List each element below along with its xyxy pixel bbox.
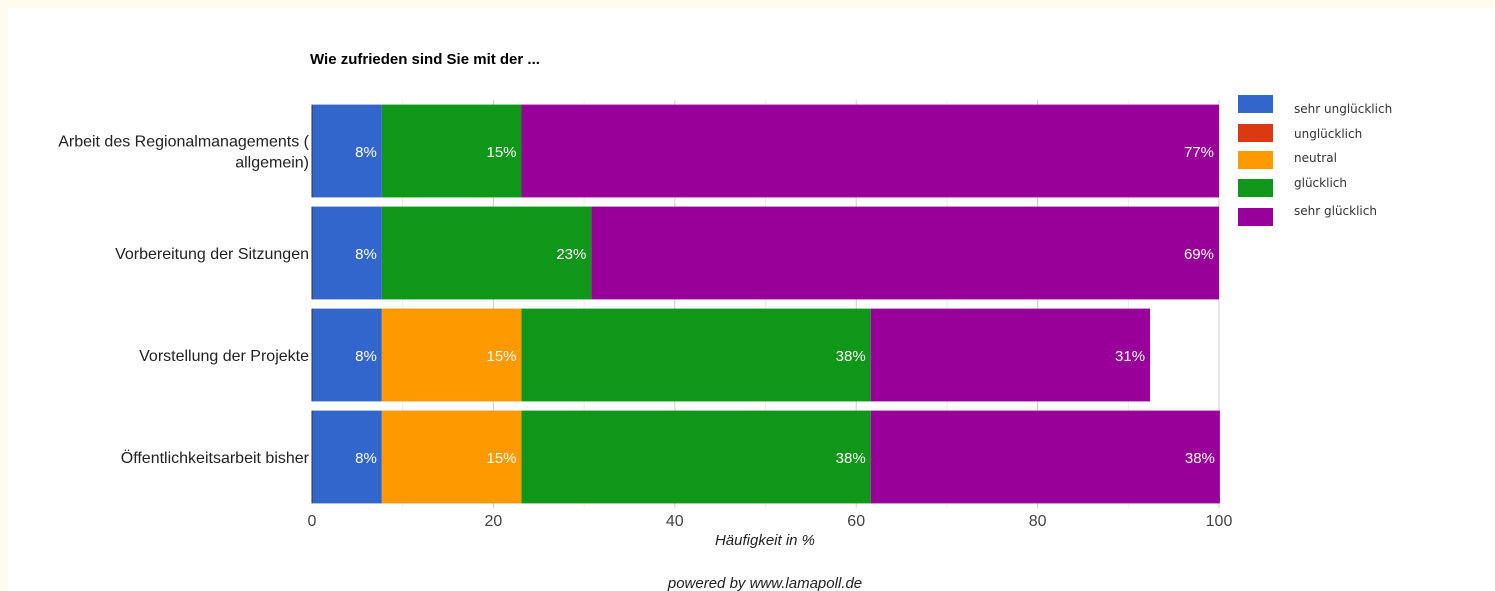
bar-segment xyxy=(381,206,592,300)
bar-segment xyxy=(312,308,382,402)
bar-segment xyxy=(312,104,382,198)
x-tick-label: 60 xyxy=(847,513,865,530)
bar-data-label: 69% xyxy=(1184,246,1214,263)
legend-label: neutral xyxy=(1294,151,1337,165)
legend-label: sehr unglücklich xyxy=(1294,102,1392,116)
bar-segment xyxy=(312,206,382,300)
bar-segment xyxy=(870,308,1151,402)
x-tick-label: 20 xyxy=(485,513,503,530)
category-label: Vorstellung der Projekte xyxy=(139,348,309,365)
x-tick-label: 0 xyxy=(308,513,317,530)
powered-by-credit: powered by www.lamapoll.de xyxy=(667,575,862,591)
bar-segment xyxy=(591,206,1219,300)
legend-label: sehr glücklich xyxy=(1294,204,1377,218)
bar-data-label: 38% xyxy=(836,450,866,467)
legend-item: sehr glücklich xyxy=(1238,204,1377,226)
legend-swatch xyxy=(1238,124,1273,142)
bar-data-label: 23% xyxy=(556,246,586,263)
legend-swatch xyxy=(1238,179,1273,197)
bar-data-label: 8% xyxy=(355,144,377,161)
bar-data-label: 15% xyxy=(486,450,516,467)
legend-swatch xyxy=(1238,151,1273,169)
stacked-bar-chart: Wie zufrieden sind Sie mit der ... 8% 15%… xyxy=(58,51,1392,591)
bar-data-label: 8% xyxy=(355,246,377,263)
legend-label: glücklich xyxy=(1294,176,1347,190)
x-tick-label: 80 xyxy=(1029,513,1047,530)
legend-label: unglücklich xyxy=(1294,127,1362,141)
bar-data-label: 15% xyxy=(486,348,516,365)
legend-swatch xyxy=(1238,95,1273,113)
bar-segment xyxy=(870,410,1220,504)
bar-segment xyxy=(521,104,1219,198)
bar-data-label: 77% xyxy=(1184,144,1214,161)
category-label: allgemein) xyxy=(235,155,309,172)
chart-container: Wie zufrieden sind Sie mit der ... 8% 15%… xyxy=(8,8,1495,591)
x-tick-labels: 0 20 40 60 80 100 xyxy=(308,513,1233,530)
bar-data-label: 15% xyxy=(486,144,516,161)
category-label: Arbeit des Regionalmanagements ( xyxy=(58,134,309,151)
bar-segment xyxy=(381,308,522,402)
bar-segment xyxy=(312,410,382,504)
legend-item: unglücklich xyxy=(1238,124,1362,142)
bar-data-label: 38% xyxy=(1185,450,1215,467)
legend: sehr unglücklich unglücklich neutral glückl… xyxy=(1238,95,1392,226)
x-tick-label: 40 xyxy=(666,513,684,530)
legend-item: sehr unglücklich xyxy=(1238,95,1392,116)
legend-item: glücklich xyxy=(1238,176,1347,197)
category-labels: Arbeit des Regionalmanagements ( allgemei… xyxy=(58,134,309,468)
bar-data-label: 8% xyxy=(355,348,377,365)
category-label: Öffentlichkeitsarbeit bisher xyxy=(121,449,310,467)
bar-segment xyxy=(521,308,871,402)
chart-title: Wie zufrieden sind Sie mit der ... xyxy=(310,51,540,68)
legend-swatch xyxy=(1238,208,1273,226)
x-axis-label: Häufigkeit in % xyxy=(715,532,815,549)
bar-data-label: 31% xyxy=(1115,348,1145,365)
bar-data-label: 8% xyxy=(355,450,377,467)
legend-item: neutral xyxy=(1238,151,1337,169)
category-label: Vorbereitung der Sitzungen xyxy=(115,246,309,263)
bar-segment xyxy=(521,410,871,504)
x-tick-label: 100 xyxy=(1206,513,1233,530)
bar-segment xyxy=(381,410,522,504)
bar-data-label: 38% xyxy=(836,348,866,365)
bars: 8% 15% 77% 8% 23% 69% 8% 15% 38% 31% 8% 15% 38% 38% xyxy=(311,104,1220,504)
bar-segment xyxy=(381,104,522,198)
